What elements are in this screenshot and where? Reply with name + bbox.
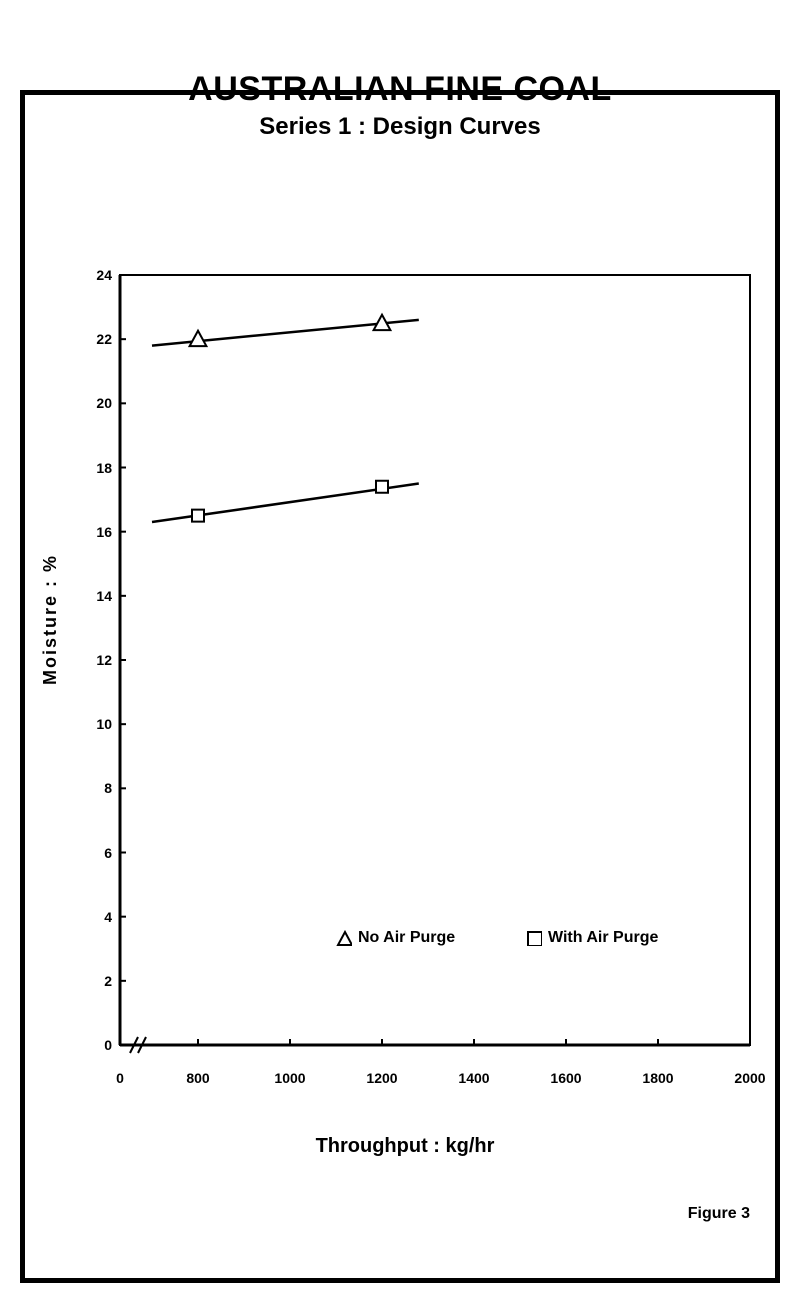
y-tick-label: 10 [72,716,112,732]
y-tick-label: 24 [72,267,112,283]
x-tick-label: 2000 [720,1070,780,1086]
triangle-icon [336,930,352,946]
legend-label: No Air Purge [358,929,455,947]
y-tick-label: 6 [72,845,112,861]
y-tick-label: 0 [72,1037,112,1053]
y-tick-label: 4 [72,909,112,925]
y-tick-label: 20 [72,395,112,411]
x-tick-label: 1200 [352,1070,412,1086]
figure-caption: Figure 3 [688,1205,750,1223]
y-tick-label: 12 [72,652,112,668]
y-tick-label: 14 [72,588,112,604]
page: AUSTRALIAN FINE COAL Series 1 : Design C… [0,70,800,1303]
x-tick-label: 1600 [536,1070,596,1086]
y-tick-label: 2 [72,973,112,989]
chart: 024681012141618202224 080010001200140016… [50,265,760,1165]
y-tick-label: 16 [72,524,112,540]
y-tick-label: 22 [72,331,112,347]
y-axis-label: Moisture : % [40,554,61,685]
legend-item: No Air Purge [336,929,455,947]
x-tick-label: 1400 [444,1070,504,1086]
square-icon [526,930,542,946]
x-tick-label: 0 [90,1070,150,1086]
x-axis-label: Throughput : kg/hr [50,1135,760,1158]
x-tick-label: 1800 [628,1070,688,1086]
legend-label: With Air Purge [548,929,658,947]
legend-item: With Air Purge [526,929,658,947]
x-tick-label: 800 [168,1070,228,1086]
x-tick-label: 1000 [260,1070,320,1086]
y-tick-label: 8 [72,780,112,796]
y-tick-label: 18 [72,460,112,476]
